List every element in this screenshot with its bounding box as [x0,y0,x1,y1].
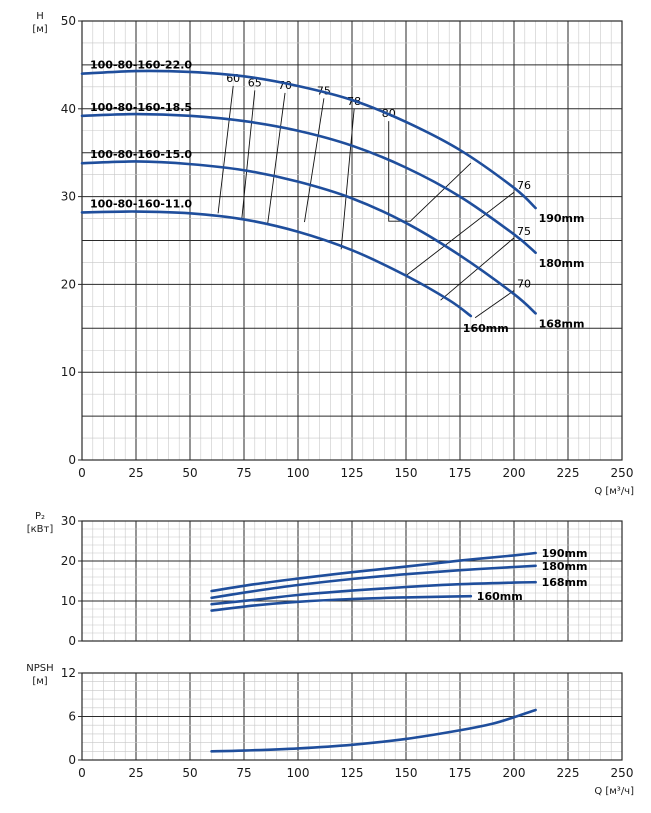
y-tick-label: 40 [61,102,76,116]
y-tick-label: 20 [61,554,76,568]
power-curve-190mm [210,551,537,593]
x-tick-label: 250 [611,766,634,780]
efficiency-line [304,98,325,223]
y-tick-label: 0 [68,634,76,648]
y-tick-label: 30 [61,190,76,204]
x-tick-label: 100 [287,766,310,780]
model-label: 100-80-160-11.0 [90,197,192,210]
y-axis-label: H [36,11,44,22]
impeller-diameter-label: 160mm [463,322,509,335]
x-axis-label: Q [м³/ч] [594,786,634,797]
y-axis-unit: [м] [32,24,47,35]
power-curve-168mm [210,580,537,606]
plot-frame [81,520,623,642]
x-tick-label: 75 [236,766,251,780]
y-tick-label: 12 [61,666,76,680]
head-curve-160mm [80,210,473,318]
head-curve-190mm [80,69,537,210]
y-axis-label: P₂ [35,511,45,522]
x-tick-label: 25 [128,766,143,780]
x-tick-label: 225 [557,466,580,480]
x-tick-label: 175 [449,766,472,780]
x-tick-label: 75 [236,466,251,480]
efficiency-label: 70 [517,278,531,291]
x-tick-label: 50 [182,766,197,780]
x-tick-label: 150 [395,766,418,780]
efficiency-line [440,237,515,301]
model-label: 100-80-160-18.5 [90,101,192,114]
npsh-curve [210,708,537,753]
y-axis-unit: [м] [32,676,47,687]
x-tick-label: 150 [395,466,418,480]
x-tick-label: 0 [78,766,86,780]
x-tick-label: 200 [503,766,526,780]
impeller-diameter-label: 180mm [542,560,588,573]
y-axis-label: NPSH [26,663,53,674]
x-tick-label: 175 [449,466,472,480]
y-tick-label: 20 [61,277,76,291]
y-axis-unit: [кВт] [27,524,54,535]
head-curve-168mm [80,160,537,315]
x-axis-label: Q [м³/ч] [594,486,634,497]
impeller-diameter-label: 168mm [539,317,585,330]
impeller-diameter-label: 190mm [539,212,585,225]
efficiency-label: 75 [517,225,531,238]
y-tick-label: 6 [68,710,76,724]
x-tick-label: 100 [287,466,310,480]
efficiency-line [340,108,355,250]
x-tick-label: 50 [182,466,197,480]
x-tick-label: 125 [341,466,364,480]
x-tick-label: 0 [78,466,86,480]
x-tick-label: 250 [611,466,634,480]
efficiency-line [217,85,234,214]
x-tick-label: 125 [341,766,364,780]
y-tick-label: 10 [61,594,76,608]
head-curve-180mm [80,112,537,255]
y-tick-label: 50 [61,14,76,28]
efficiency-line [241,90,256,219]
efficiency-line [388,121,472,222]
impeller-diameter-label: 160mm [477,590,523,603]
x-tick-label: 200 [503,466,526,480]
y-tick-label: 30 [61,514,76,528]
impeller-diameter-label: 180mm [539,257,585,270]
plot-frame [81,20,623,461]
efficiency-line [474,290,515,319]
power-curve-180mm [210,564,537,600]
impeller-diameter-label: 190mm [542,547,588,560]
y-tick-label: 10 [61,365,76,379]
efficiency-label: 76 [517,179,531,192]
model-label: 100-80-160-22.0 [90,59,192,72]
power-curve-160mm [210,594,473,612]
x-tick-label: 25 [128,466,143,480]
model-label: 100-80-160-15.0 [90,148,192,161]
impeller-diameter-label: 168mm [542,576,588,589]
x-tick-label: 225 [557,766,580,780]
y-tick-label: 0 [68,753,76,767]
efficiency-line [267,92,286,223]
y-tick-label: 0 [68,453,76,467]
efficiency-line [405,191,515,276]
